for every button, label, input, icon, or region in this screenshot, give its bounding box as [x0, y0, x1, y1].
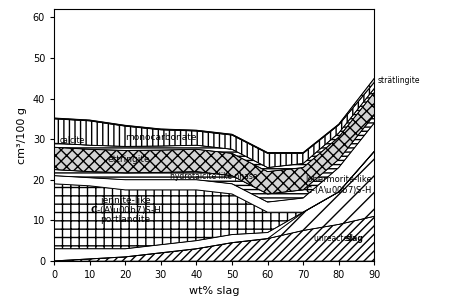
Text: hydrotalcite like phase: hydrotalcite like phase [170, 173, 258, 181]
Text: portlandite: portlandite [100, 215, 150, 224]
Text: $\bf{C}$-(A\u00b7)S-H: $\bf{C}$-(A\u00b7)S-H [90, 204, 161, 216]
Text: jennite-like: jennite-like [100, 196, 151, 204]
Text: ettringite: ettringite [107, 155, 150, 164]
Text: unreacted: unreacted [314, 234, 355, 243]
Text: $\bf{C}$-(A\u00b7)S-H: $\bf{C}$-(A\u00b7)S-H [305, 184, 372, 196]
Text: strätlingite: strätlingite [378, 76, 420, 85]
Text: calcite: calcite [60, 136, 85, 145]
Y-axis label: cm³/100 g: cm³/100 g [17, 107, 27, 164]
Text: lobermorite-like: lobermorite-like [305, 175, 372, 184]
Text: monocarbonate: monocarbonate [125, 134, 197, 142]
X-axis label: wt% slag: wt% slag [189, 286, 239, 296]
Text: slag: slag [346, 234, 364, 243]
